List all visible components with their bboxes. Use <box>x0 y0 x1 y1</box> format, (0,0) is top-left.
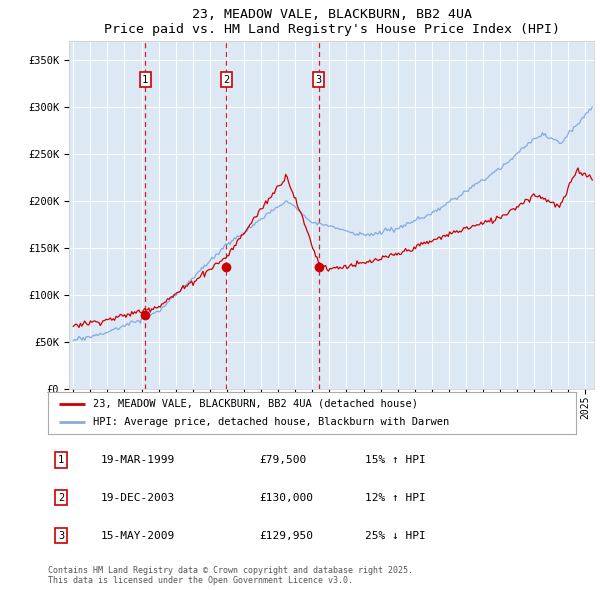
Text: 19-MAR-1999: 19-MAR-1999 <box>101 455 175 464</box>
Text: £130,000: £130,000 <box>259 493 313 503</box>
Title: 23, MEADOW VALE, BLACKBURN, BB2 4UA
Price paid vs. HM Land Registry's House Pric: 23, MEADOW VALE, BLACKBURN, BB2 4UA Pric… <box>104 8 560 36</box>
Text: 3: 3 <box>58 530 64 540</box>
Text: £129,950: £129,950 <box>259 530 313 540</box>
Text: 1: 1 <box>58 455 64 464</box>
Text: 2: 2 <box>58 493 64 503</box>
Text: 25% ↓ HPI: 25% ↓ HPI <box>365 530 425 540</box>
Text: HPI: Average price, detached house, Blackburn with Darwen: HPI: Average price, detached house, Blac… <box>93 418 449 428</box>
Text: 12% ↑ HPI: 12% ↑ HPI <box>365 493 425 503</box>
Text: 19-DEC-2003: 19-DEC-2003 <box>101 493 175 503</box>
Text: 1: 1 <box>142 74 148 84</box>
Text: 2: 2 <box>223 74 230 84</box>
Text: 15-MAY-2009: 15-MAY-2009 <box>101 530 175 540</box>
Text: £79,500: £79,500 <box>259 455 307 464</box>
Text: 23, MEADOW VALE, BLACKBURN, BB2 4UA (detached house): 23, MEADOW VALE, BLACKBURN, BB2 4UA (det… <box>93 398 418 408</box>
Text: 15% ↑ HPI: 15% ↑ HPI <box>365 455 425 464</box>
Text: Contains HM Land Registry data © Crown copyright and database right 2025.
This d: Contains HM Land Registry data © Crown c… <box>48 566 413 585</box>
Text: 3: 3 <box>316 74 322 84</box>
